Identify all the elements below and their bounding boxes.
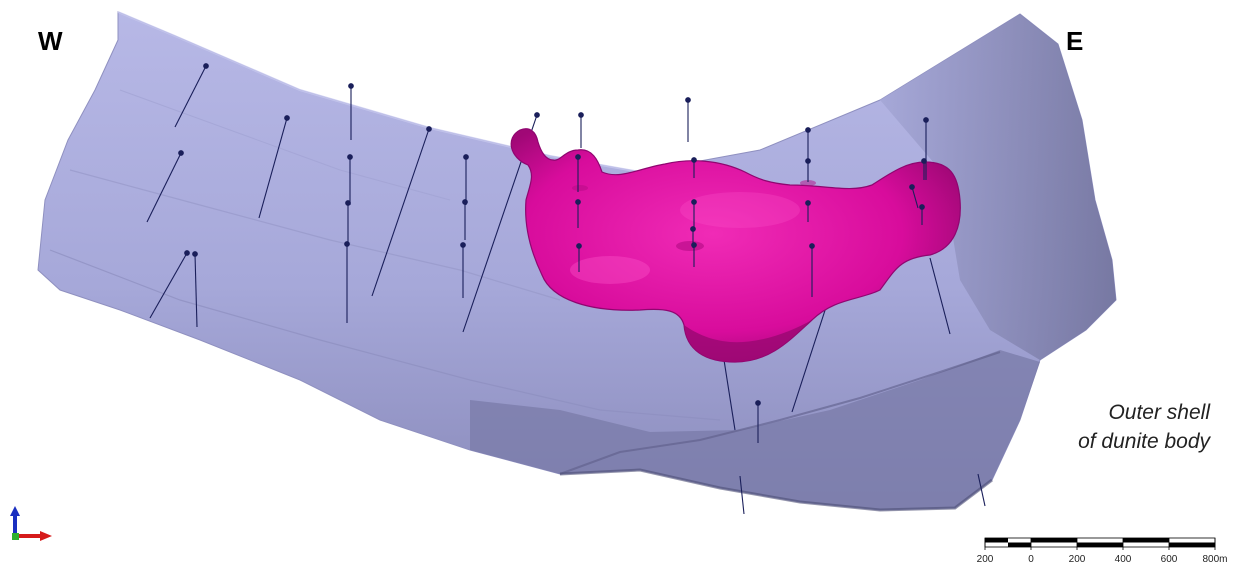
scale-label: 600 <box>1161 554 1178 565</box>
scale-label: 0 <box>1028 554 1034 565</box>
drillhole <box>691 242 697 267</box>
drillhole <box>371 126 432 297</box>
drillhole <box>691 199 697 230</box>
ore-body-underside <box>684 320 812 362</box>
drillhole <box>805 200 811 222</box>
drillhole <box>921 158 927 180</box>
scale-label: 400 <box>1115 554 1132 565</box>
drillhole <box>919 204 925 225</box>
shell-caption-line-1: Outer shell <box>1108 401 1210 424</box>
shell-caption: Outer shell of dunite body <box>1040 398 1210 456</box>
drillholes-ore <box>575 117 929 297</box>
drillhole <box>685 97 691 142</box>
drillhole <box>149 250 190 319</box>
drillhole <box>460 242 466 298</box>
ore-body-shape <box>510 128 961 363</box>
ore-body-dimple <box>676 241 704 251</box>
scale-bar: 200 0 200 400 600 800m <box>977 537 1228 565</box>
scale-label: 200 <box>1069 554 1086 565</box>
drillhole <box>578 112 584 148</box>
drillhole <box>923 117 929 180</box>
drillhole <box>739 475 745 515</box>
drillhole <box>463 154 469 205</box>
drillhole <box>575 154 581 192</box>
drillhole <box>462 199 468 240</box>
direction-label-east: E <box>1066 26 1084 56</box>
direction-label-west: W <box>38 26 63 56</box>
drillhole <box>691 157 697 178</box>
ore-body <box>510 128 961 363</box>
shell-caption-line-2: of dunite body <box>1078 430 1210 453</box>
drillhole <box>575 199 581 228</box>
shell-east-flank <box>880 14 1116 360</box>
drillhole <box>174 63 209 128</box>
axis-triad-icon <box>10 506 52 541</box>
ore-body-dimple <box>800 180 816 186</box>
drillhole <box>755 400 761 443</box>
drillhole <box>977 473 986 507</box>
drillhole <box>909 184 919 209</box>
scale-label: 800m <box>1202 554 1227 565</box>
drillhole <box>929 257 951 335</box>
drillhole <box>146 150 184 223</box>
ore-body-highlight <box>570 256 650 284</box>
drillhole <box>344 241 350 323</box>
shell-facet-band-3 <box>119 89 451 201</box>
ore-body-highlight <box>680 192 800 228</box>
drillhole <box>192 251 198 328</box>
drillhole <box>347 154 353 205</box>
ore-body-dimple <box>572 185 588 191</box>
drillhole <box>348 83 354 140</box>
shell-lower-edge-shadow <box>559 468 993 512</box>
scale-label: 200 <box>977 554 994 565</box>
shell-facet-band-1 <box>69 169 561 301</box>
drillholes <box>146 63 986 515</box>
drillhole <box>576 243 582 272</box>
shell-inner-ridge <box>559 351 1001 475</box>
drillhole <box>345 200 351 245</box>
drillhole <box>809 243 815 297</box>
drillhole <box>805 158 811 180</box>
shell-facet-band-2 <box>49 249 721 421</box>
drillhole <box>723 359 736 431</box>
drillhole <box>258 115 290 219</box>
